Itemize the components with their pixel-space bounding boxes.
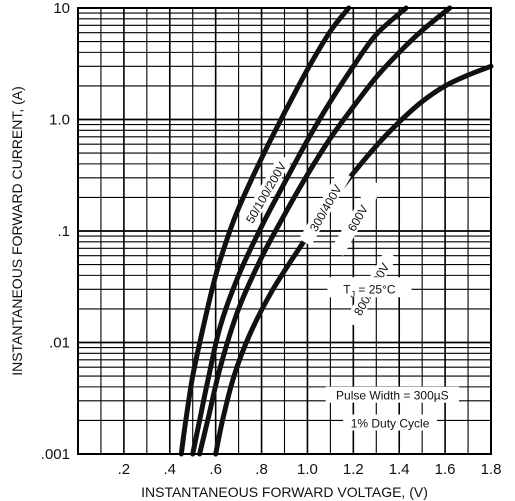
pulse-width-annotation-bg	[325, 386, 460, 403]
series-curve-600V	[197, 5, 453, 457]
tj-annotation-bg	[327, 277, 412, 298]
y-tick-label: .1	[57, 223, 70, 240]
duty-cycle-annotation-bg	[343, 414, 437, 431]
x-tick-labels: .2 .4 .6 .8 1.0 1.2 1.4 1.6 1.8	[118, 461, 502, 478]
series-label-bg	[298, 169, 351, 246]
duty-cycle-annotation: 1% Duty Cycle	[351, 417, 430, 431]
x-tick-label: 1.6	[435, 461, 456, 478]
x-tick-label: .6	[209, 461, 222, 478]
x-tick-label: 1.0	[297, 461, 318, 478]
series-label-bg	[239, 154, 292, 231]
tj-annotation: TJ = 25°C	[343, 282, 396, 299]
y-tick-label: .001	[41, 446, 70, 463]
series-label-bg	[330, 179, 384, 256]
x-tick-label: 1.4	[389, 461, 410, 478]
annotations: TJ = 25°C Pulse Width = 300µS 1% Duty Cycl…	[325, 277, 460, 431]
y-tick-label: 10	[53, 0, 70, 17]
y-axis-label: INSTANTANEOUS FORWARD CURRENT, (A)	[9, 86, 25, 376]
x-axis-label: INSTANTANEOUS FORWARD VOLTAGE, (V)	[141, 484, 428, 500]
series-curve-300-400V	[190, 5, 409, 457]
plot-frame	[77, 7, 492, 455]
y-tick-labels: 10 1.0 .1 .01 .001	[41, 0, 70, 463]
pulse-width-annotation: Pulse Width = 300µS	[336, 389, 449, 403]
x-tick-label: 1.2	[343, 461, 364, 478]
x-tick-label: .8	[255, 461, 268, 478]
x-tick-label: .2	[118, 461, 131, 478]
x-tick-label: .4	[164, 461, 177, 478]
series-label: 300/400V	[307, 182, 345, 234]
series-curve-50-100-200V	[178, 5, 352, 457]
y-tick-label: .01	[49, 335, 70, 352]
y-tick-label: 1.0	[49, 112, 70, 129]
x-tick-label: 1.8	[481, 461, 502, 478]
plot-border	[77, 7, 492, 455]
